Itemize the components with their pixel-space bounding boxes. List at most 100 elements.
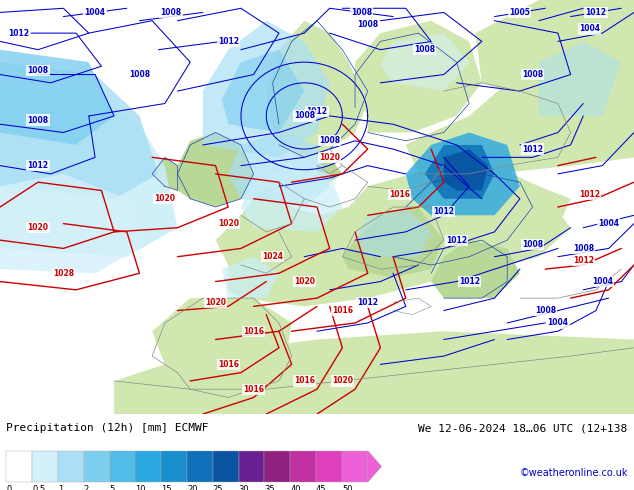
Bar	[342, 450, 368, 482]
Bar	[187, 450, 213, 482]
Text: 50: 50	[342, 486, 353, 490]
Text: 1012: 1012	[306, 107, 328, 116]
Text: 1004: 1004	[84, 8, 106, 17]
Bar	[110, 450, 136, 482]
Text: 1016: 1016	[217, 360, 239, 369]
Text: 1012: 1012	[27, 161, 49, 170]
Text: 1020: 1020	[27, 223, 49, 232]
Text: 1020: 1020	[319, 153, 340, 162]
Text: We 12-06-2024 18…06 UTC (12+138: We 12-06-2024 18…06 UTC (12+138	[418, 423, 628, 433]
Bar	[316, 450, 342, 482]
Text: 1012: 1012	[573, 256, 594, 266]
Polygon shape	[355, 207, 431, 257]
Text: 1008: 1008	[357, 21, 378, 29]
Text: 1016: 1016	[294, 376, 315, 386]
Polygon shape	[425, 145, 495, 199]
Text: 1008: 1008	[522, 70, 543, 79]
Text: 1008: 1008	[573, 244, 594, 253]
Text: 1008: 1008	[27, 66, 49, 75]
Text: 1008: 1008	[414, 45, 436, 54]
Bar	[84, 450, 110, 482]
Text: ©weatheronline.co.uk: ©weatheronline.co.uk	[519, 468, 628, 478]
Text: 1008: 1008	[27, 116, 49, 124]
Text: 1012: 1012	[433, 207, 455, 216]
Polygon shape	[152, 298, 292, 381]
Text: 40: 40	[290, 486, 301, 490]
Text: 1020: 1020	[294, 277, 315, 286]
Polygon shape	[152, 157, 178, 191]
Polygon shape	[114, 331, 634, 414]
Text: 1012: 1012	[217, 37, 239, 46]
Text: 1008: 1008	[129, 70, 150, 79]
Polygon shape	[406, 132, 520, 215]
Polygon shape	[0, 91, 178, 257]
Polygon shape	[444, 149, 488, 191]
Text: 25: 25	[213, 486, 223, 490]
Text: 1020: 1020	[332, 376, 353, 386]
Polygon shape	[368, 450, 382, 482]
Text: 1008: 1008	[160, 8, 182, 17]
Polygon shape	[0, 49, 114, 145]
Text: 1028: 1028	[53, 269, 74, 278]
Polygon shape	[0, 174, 139, 273]
Text: 15: 15	[161, 486, 172, 490]
Text: 1020: 1020	[205, 298, 226, 307]
Polygon shape	[539, 41, 621, 116]
Bar	[290, 450, 316, 482]
Text: 1012: 1012	[522, 145, 543, 153]
Text: 0.5: 0.5	[32, 486, 45, 490]
Text: 1004: 1004	[579, 24, 600, 33]
Text: 1012: 1012	[579, 190, 600, 199]
Text: 35: 35	[264, 486, 275, 490]
Polygon shape	[406, 74, 634, 174]
Polygon shape	[342, 207, 444, 277]
Text: 1020: 1020	[217, 219, 239, 228]
Text: 20: 20	[187, 486, 198, 490]
Polygon shape	[178, 132, 254, 207]
Text: 1020: 1020	[154, 194, 176, 203]
Bar	[161, 450, 187, 482]
Text: 1004: 1004	[592, 277, 613, 286]
Text: 0.: 0.	[6, 486, 14, 490]
Bar	[58, 450, 84, 482]
Polygon shape	[431, 240, 520, 298]
Text: 1024: 1024	[262, 252, 283, 261]
Text: 30: 30	[238, 486, 249, 490]
Polygon shape	[228, 132, 330, 207]
Bar	[213, 450, 238, 482]
Text: 1016: 1016	[243, 327, 264, 336]
Text: 1016: 1016	[243, 385, 264, 393]
Polygon shape	[317, 157, 342, 182]
Text: 1012: 1012	[585, 8, 607, 17]
Polygon shape	[216, 157, 571, 306]
Polygon shape	[355, 21, 482, 132]
Polygon shape	[241, 166, 342, 232]
Text: 45: 45	[316, 486, 327, 490]
Bar	[264, 450, 290, 482]
Polygon shape	[222, 257, 279, 298]
Text: 1004: 1004	[547, 318, 569, 327]
Text: Precipitation (12h) [mm] ECMWF: Precipitation (12h) [mm] ECMWF	[6, 423, 209, 433]
Text: 1: 1	[58, 486, 63, 490]
Text: 10: 10	[136, 486, 146, 490]
Text: 1008: 1008	[351, 8, 372, 17]
Text: 1012: 1012	[8, 28, 30, 38]
Text: 1008: 1008	[534, 306, 556, 315]
Bar	[6, 450, 32, 482]
Polygon shape	[203, 21, 330, 157]
Polygon shape	[0, 62, 158, 199]
Text: 1008: 1008	[522, 240, 543, 249]
Polygon shape	[558, 0, 634, 49]
Text: 1008: 1008	[294, 111, 315, 121]
Bar	[136, 450, 161, 482]
Text: 2: 2	[84, 486, 89, 490]
Bar	[238, 450, 264, 482]
Bar	[32, 450, 58, 482]
Text: 1005: 1005	[510, 8, 530, 17]
Text: 1004: 1004	[598, 219, 619, 228]
Text: 1016: 1016	[389, 190, 410, 199]
Text: 1016: 1016	[332, 306, 353, 315]
Text: 1012: 1012	[357, 298, 378, 307]
Polygon shape	[476, 0, 634, 166]
Text: 5: 5	[110, 486, 115, 490]
